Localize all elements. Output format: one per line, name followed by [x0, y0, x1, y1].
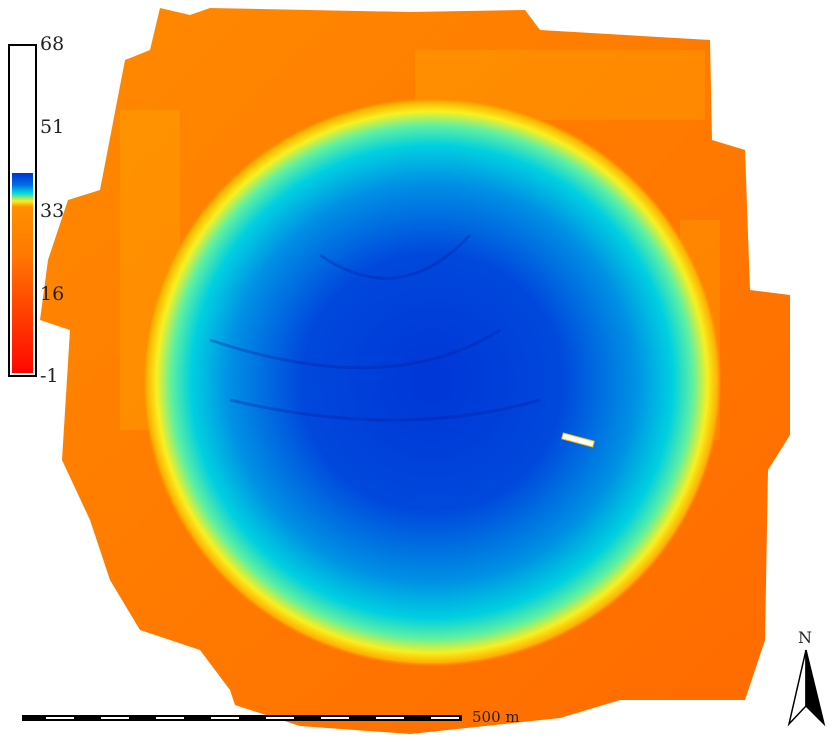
legend-gradient — [12, 173, 33, 373]
legend-tick: 51 — [40, 116, 65, 138]
legend-tick: -1 — [40, 365, 59, 387]
legend-colorbar — [8, 44, 37, 377]
pit-depression — [142, 97, 722, 667]
north-arrow-icon — [787, 649, 826, 727]
terrace-lines — [209, 233, 541, 422]
legend-tick: 68 — [40, 33, 65, 55]
scale-bar — [22, 715, 462, 721]
structure — [561, 432, 595, 448]
legend-tick: 33 — [40, 200, 65, 222]
scale-bar-label: 500 m — [472, 708, 520, 726]
north-label: N — [798, 628, 812, 647]
legend-tick: 16 — [40, 283, 65, 305]
